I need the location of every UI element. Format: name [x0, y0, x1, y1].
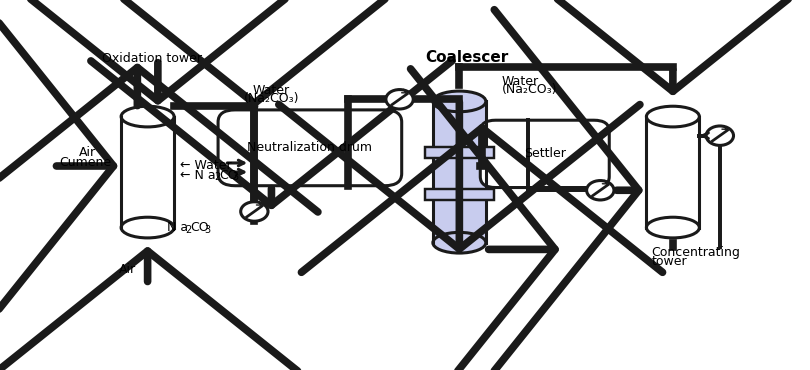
Text: Neutralization drum: Neutralization drum [247, 141, 373, 154]
Text: 2: 2 [214, 172, 220, 182]
Ellipse shape [646, 106, 699, 127]
Text: CO: CO [190, 221, 209, 234]
Ellipse shape [433, 91, 486, 112]
Text: Water: Water [253, 84, 290, 97]
Ellipse shape [433, 232, 486, 253]
Text: Concentrating: Concentrating [651, 246, 740, 259]
Ellipse shape [433, 232, 486, 253]
Text: (Na₂CO₃): (Na₂CO₃) [502, 83, 557, 96]
Text: tower: tower [651, 255, 687, 268]
Ellipse shape [646, 217, 699, 238]
Bar [433, 101, 486, 243]
Ellipse shape [122, 106, 174, 127]
Bar [425, 147, 493, 158]
Text: ← N a: ← N a [180, 169, 215, 182]
Circle shape [586, 181, 614, 200]
Circle shape [241, 202, 268, 221]
Ellipse shape [122, 217, 174, 238]
Ellipse shape [646, 217, 699, 238]
Text: ← Water: ← Water [180, 159, 232, 172]
Text: Oxidation tower: Oxidation tower [102, 52, 202, 65]
Text: 3: 3 [204, 225, 210, 235]
Text: Water: Water [502, 75, 539, 88]
Ellipse shape [646, 106, 699, 127]
Text: 2: 2 [185, 225, 191, 235]
Text: Coalescer: Coalescer [425, 50, 509, 65]
Bar [425, 189, 493, 200]
FancyBboxPatch shape [480, 120, 609, 188]
Circle shape [706, 126, 734, 145]
Bar [122, 117, 174, 228]
Text: Settler: Settler [524, 147, 565, 160]
Text: Air: Air [119, 263, 137, 276]
Ellipse shape [122, 106, 174, 127]
Text: Cumene: Cumene [60, 157, 112, 169]
Text: Air: Air [79, 145, 96, 159]
Text: CO: CO [220, 169, 238, 182]
Text: 3: 3 [232, 172, 238, 182]
Text: (Na₂CO₃): (Na₂CO₃) [244, 92, 299, 105]
Text: N a: N a [167, 221, 189, 234]
FancyBboxPatch shape [218, 110, 402, 186]
Ellipse shape [122, 217, 174, 238]
Ellipse shape [433, 91, 486, 112]
Bar [646, 117, 699, 228]
Circle shape [386, 90, 413, 109]
